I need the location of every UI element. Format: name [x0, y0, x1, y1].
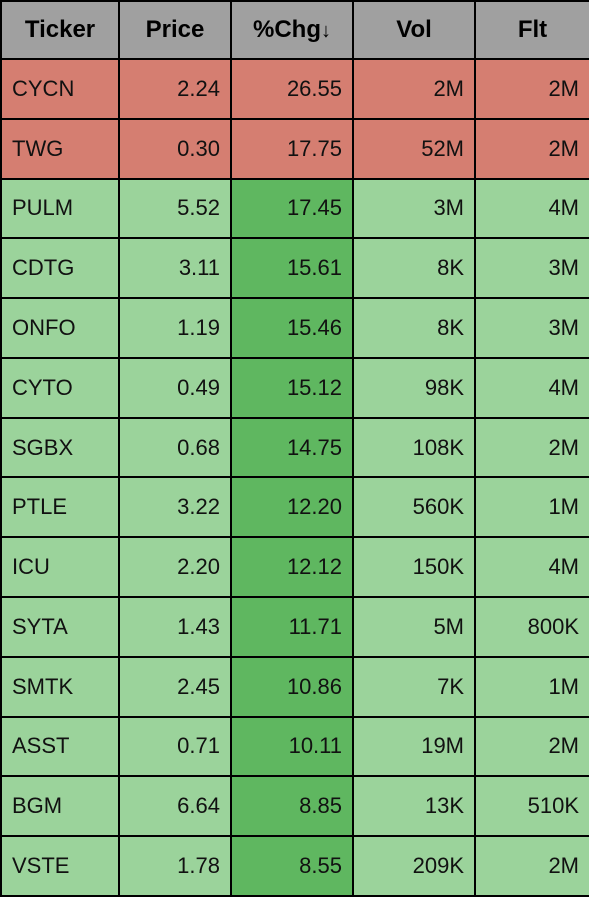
sort-indicator-icon: ↓: [321, 20, 331, 42]
cell-ticker: ICU: [1, 537, 119, 597]
cell-flt: 510K: [475, 776, 589, 836]
cell-chg: 15.61: [231, 238, 353, 298]
cell-flt: 2M: [475, 836, 589, 896]
cell-chg: 12.20: [231, 477, 353, 537]
cell-flt: 1M: [475, 657, 589, 717]
cell-flt: 2M: [475, 59, 589, 119]
cell-price: 0.71: [119, 717, 231, 777]
cell-ticker: VSTE: [1, 836, 119, 896]
cell-vol: 98K: [353, 358, 475, 418]
cell-price: 3.11: [119, 238, 231, 298]
cell-flt: 4M: [475, 179, 589, 239]
table-row[interactable]: BGM6.648.8513K510K: [1, 776, 589, 836]
cell-chg: 17.45: [231, 179, 353, 239]
cell-chg: 8.85: [231, 776, 353, 836]
cell-ticker: ONFO: [1, 298, 119, 358]
cell-vol: 52M: [353, 119, 475, 179]
cell-chg: 10.11: [231, 717, 353, 777]
table-row[interactable]: SYTA1.4311.715M800K: [1, 597, 589, 657]
cell-price: 1.19: [119, 298, 231, 358]
cell-price: 6.64: [119, 776, 231, 836]
cell-vol: 560K: [353, 477, 475, 537]
cell-chg: 15.46: [231, 298, 353, 358]
column-header-price[interactable]: Price: [119, 1, 231, 59]
cell-price: 3.22: [119, 477, 231, 537]
column-header-flt[interactable]: Flt: [475, 1, 589, 59]
cell-chg: 26.55: [231, 59, 353, 119]
cell-chg: 8.55: [231, 836, 353, 896]
cell-chg: 17.75: [231, 119, 353, 179]
column-header-chg[interactable]: %Chg↓: [231, 1, 353, 59]
cell-flt: 3M: [475, 298, 589, 358]
table-row[interactable]: CYTO0.4915.1298K4M: [1, 358, 589, 418]
cell-flt: 2M: [475, 717, 589, 777]
column-header-ticker[interactable]: Ticker: [1, 1, 119, 59]
cell-vol: 150K: [353, 537, 475, 597]
cell-vol: 8K: [353, 298, 475, 358]
cell-chg: 15.12: [231, 358, 353, 418]
cell-ticker: CYCN: [1, 59, 119, 119]
cell-price: 2.45: [119, 657, 231, 717]
cell-ticker: CDTG: [1, 238, 119, 298]
cell-price: 0.68: [119, 418, 231, 478]
column-header-vol[interactable]: Vol: [353, 1, 475, 59]
cell-vol: 209K: [353, 836, 475, 896]
cell-flt: 4M: [475, 358, 589, 418]
cell-price: 0.30: [119, 119, 231, 179]
cell-chg: 14.75: [231, 418, 353, 478]
cell-flt: 3M: [475, 238, 589, 298]
table-row[interactable]: ONFO1.1915.468K3M: [1, 298, 589, 358]
cell-chg: 12.12: [231, 537, 353, 597]
cell-vol: 7K: [353, 657, 475, 717]
cell-ticker: SYTA: [1, 597, 119, 657]
table-header-row: TickerPrice%Chg↓VolFlt: [1, 1, 589, 59]
cell-chg: 10.86: [231, 657, 353, 717]
cell-ticker: TWG: [1, 119, 119, 179]
cell-flt: 4M: [475, 537, 589, 597]
cell-chg: 11.71: [231, 597, 353, 657]
cell-price: 1.78: [119, 836, 231, 896]
cell-price: 1.43: [119, 597, 231, 657]
cell-flt: 2M: [475, 119, 589, 179]
cell-ticker: CYTO: [1, 358, 119, 418]
table-row[interactable]: ASST0.7110.1119M2M: [1, 717, 589, 777]
cell-flt: 1M: [475, 477, 589, 537]
table-row[interactable]: TWG0.3017.7552M2M: [1, 119, 589, 179]
cell-vol: 13K: [353, 776, 475, 836]
table-row[interactable]: PTLE3.2212.20560K1M: [1, 477, 589, 537]
cell-ticker: PULM: [1, 179, 119, 239]
table-row[interactable]: SGBX0.6814.75108K2M: [1, 418, 589, 478]
table-row[interactable]: CDTG3.1115.618K3M: [1, 238, 589, 298]
cell-vol: 3M: [353, 179, 475, 239]
table-row[interactable]: SMTK2.4510.867K1M: [1, 657, 589, 717]
cell-flt: 800K: [475, 597, 589, 657]
cell-flt: 2M: [475, 418, 589, 478]
cell-ticker: BGM: [1, 776, 119, 836]
cell-vol: 8K: [353, 238, 475, 298]
cell-price: 2.20: [119, 537, 231, 597]
table-body: CYCN2.2426.552M2MTWG0.3017.7552M2MPULM5.…: [1, 59, 589, 896]
cell-ticker: PTLE: [1, 477, 119, 537]
table-row[interactable]: PULM5.5217.453M4M: [1, 179, 589, 239]
cell-ticker: SMTK: [1, 657, 119, 717]
table-row[interactable]: ICU2.2012.12150K4M: [1, 537, 589, 597]
cell-price: 5.52: [119, 179, 231, 239]
table-row[interactable]: CYCN2.2426.552M2M: [1, 59, 589, 119]
cell-price: 0.49: [119, 358, 231, 418]
cell-vol: 108K: [353, 418, 475, 478]
cell-vol: 19M: [353, 717, 475, 777]
cell-ticker: ASST: [1, 717, 119, 777]
stock-table: TickerPrice%Chg↓VolFlt CYCN2.2426.552M2M…: [0, 0, 589, 897]
cell-vol: 5M: [353, 597, 475, 657]
table-row[interactable]: VSTE1.788.55209K2M: [1, 836, 589, 896]
cell-ticker: SGBX: [1, 418, 119, 478]
cell-vol: 2M: [353, 59, 475, 119]
cell-price: 2.24: [119, 59, 231, 119]
